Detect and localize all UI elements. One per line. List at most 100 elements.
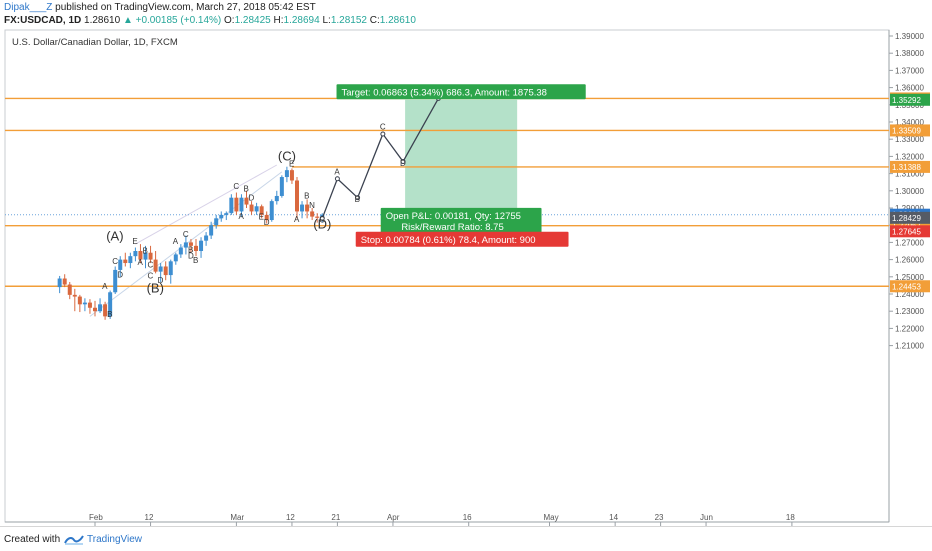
chart-header: Dipak___Z published on TradingView.com, … <box>0 0 932 28</box>
y-tick-label: 1.38000 <box>895 49 924 58</box>
low-label: L: <box>322 15 331 26</box>
open-pnl-label-box <box>380 207 542 234</box>
candle-up <box>82 302 87 305</box>
candle-up <box>173 254 178 262</box>
candle-up <box>239 197 244 212</box>
wave-label: (A) <box>106 229 123 244</box>
low-value: 1.28152 <box>330 15 367 26</box>
wave-label: (D) <box>313 217 331 232</box>
x-tick-label: May <box>544 513 559 522</box>
y-tick-label: 1.31000 <box>895 170 924 179</box>
target-label-text: Target: 0.06863 (5.34%) 686.3, Amount: 1… <box>342 87 547 98</box>
candle-up <box>199 240 204 251</box>
candle-up <box>118 259 123 270</box>
tradingview-link[interactable]: TradingView <box>87 534 143 545</box>
x-tick-label: Apr <box>387 513 400 522</box>
author-link[interactable]: Dipak___Z <box>4 2 53 13</box>
price-tag <box>890 225 930 238</box>
stop-label-text: Stop: 0.00784 (0.61%) 78.4, Amount: 900 <box>361 235 536 246</box>
close-label: C: <box>369 15 380 26</box>
candle-down <box>153 259 158 272</box>
candle-up <box>133 251 138 257</box>
projection-point <box>400 159 406 165</box>
projection-point <box>334 176 340 182</box>
candle-down <box>93 307 97 312</box>
wave-label: D <box>117 271 123 280</box>
candle-up <box>183 242 188 248</box>
wave-label: (B) <box>147 280 164 295</box>
candle-down <box>188 242 193 246</box>
candle-up <box>214 218 219 226</box>
open-pnl-label: Open P&L: 0.00181, Qty: 12755Risk/Reward… <box>380 207 542 234</box>
y-tick-label: 1.37000 <box>895 66 924 75</box>
wave-label: B <box>188 246 193 255</box>
x-tick-label: Feb <box>89 513 103 522</box>
y-tick-label: 1.26000 <box>895 256 924 265</box>
wave-label: A <box>238 212 244 221</box>
wave-label: (C) <box>278 149 296 164</box>
x-tick-label: 18 <box>786 513 795 522</box>
wave-label: C <box>183 230 189 239</box>
wave-label: D <box>188 252 194 261</box>
candle-down <box>87 302 92 308</box>
candle-down <box>148 252 153 260</box>
wave-label: B <box>355 195 360 204</box>
candle-down <box>77 296 82 305</box>
symbol-line: FX:USDCAD, 1D 1.28610 ▲ +0.00185 (+0.14%… <box>4 15 416 26</box>
footer: Created with TradingView <box>0 526 932 551</box>
candle-up <box>143 252 148 260</box>
price-tag-label: 1.28429 <box>892 214 921 223</box>
high-value: 1.28694 <box>283 15 320 26</box>
candle-down <box>264 214 269 221</box>
wave-label: N <box>309 201 315 210</box>
candle-down <box>62 278 67 285</box>
wave-label: C <box>380 123 386 132</box>
y-tick-label: 1.29000 <box>895 204 924 213</box>
open-label: O: <box>224 15 235 26</box>
candle-down <box>72 294 77 297</box>
y-tick-label: 1.30000 <box>895 187 924 196</box>
target-label: Target: 0.06863 (5.34%) 686.3, Amount: 1… <box>336 84 586 100</box>
x-tick-label: 12 <box>145 513 154 522</box>
price-chart[interactable]: U.S. Dollar/Canadian Dollar, 1D, FXCM 1.3… <box>0 27 932 526</box>
candle-up <box>300 204 305 212</box>
wave-label: B <box>143 247 148 256</box>
candle-down <box>289 170 294 181</box>
level-tag <box>890 160 930 173</box>
candle-up <box>284 170 289 178</box>
candle-down <box>103 304 108 317</box>
wave-label: C <box>112 257 118 266</box>
wave-label: B <box>244 185 249 194</box>
price-change: ▲ +0.00185 (+0.14%) <box>122 15 222 26</box>
wave-label: D <box>400 159 406 168</box>
price-tag-label: 1.27645 <box>892 227 921 236</box>
y-tick-label: 1.32000 <box>895 152 924 161</box>
candle-down <box>295 180 299 212</box>
wave-label: A <box>102 282 108 291</box>
x-tick-label: Mar <box>230 513 244 522</box>
candle-up <box>219 214 224 219</box>
wave-label: C <box>148 260 154 269</box>
candle-up <box>224 213 229 215</box>
stop-label: Stop: 0.00784 (0.61%) 78.4, Amount: 900 <box>355 231 569 247</box>
y-tick-label: 1.33000 <box>895 135 924 144</box>
x-tick-label: 14 <box>609 513 618 522</box>
tradingview-logo-icon[interactable] <box>64 532 84 546</box>
projection-point <box>355 195 361 201</box>
candle-up <box>209 225 214 236</box>
x-tick-label: 23 <box>655 513 664 522</box>
candle-up <box>269 201 274 221</box>
candle-up <box>113 269 118 293</box>
wave-label: D <box>264 218 270 227</box>
open-pnl-label-text: Risk/Reward Ratio: 8.75 <box>401 222 503 233</box>
y-tick-label: 1.23000 <box>895 307 924 316</box>
y-tick-label: 1.27000 <box>895 238 924 247</box>
candle-down <box>67 284 72 295</box>
y-tick-label: 1.25000 <box>895 273 924 282</box>
last-price: 1.28610 <box>84 15 121 26</box>
close-value: 1.28610 <box>379 15 416 26</box>
wave-label: C <box>233 182 239 191</box>
candle-down <box>194 245 198 251</box>
stop-label-box <box>355 231 569 247</box>
level-tag-label: 1.24453 <box>892 282 921 291</box>
